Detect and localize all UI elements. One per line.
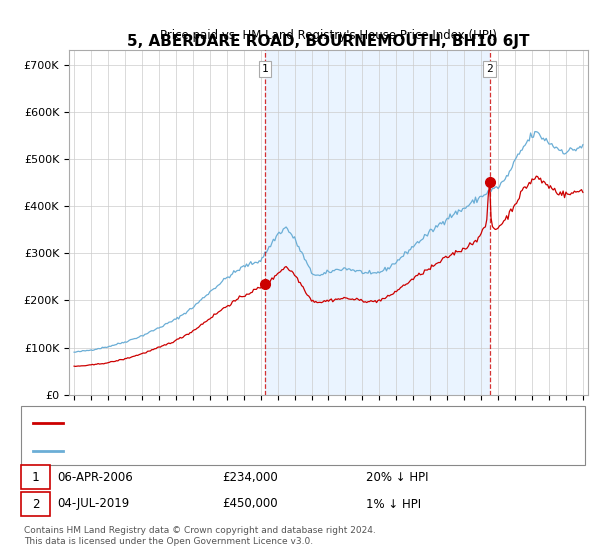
Text: 04-JUL-2019: 04-JUL-2019 bbox=[57, 497, 129, 511]
Text: Contains HM Land Registry data © Crown copyright and database right 2024.
This d: Contains HM Land Registry data © Crown c… bbox=[24, 526, 376, 546]
Text: Price paid vs. HM Land Registry's House Price Index (HPI): Price paid vs. HM Land Registry's House … bbox=[160, 29, 497, 42]
Text: £450,000: £450,000 bbox=[222, 497, 278, 511]
Text: 2: 2 bbox=[486, 64, 493, 74]
Title: 5, ABERDARE ROAD, BOURNEMOUTH, BH10 6JT: 5, ABERDARE ROAD, BOURNEMOUTH, BH10 6JT bbox=[127, 34, 530, 49]
Text: £234,000: £234,000 bbox=[222, 470, 278, 484]
Text: 2: 2 bbox=[32, 497, 39, 511]
Text: 06-APR-2006: 06-APR-2006 bbox=[57, 470, 133, 484]
Text: 1: 1 bbox=[32, 470, 39, 484]
Text: 1: 1 bbox=[262, 64, 269, 74]
Text: HPI: Average price, detached house, Bournemouth Christchurch and Poole: HPI: Average price, detached house, Bour… bbox=[69, 446, 484, 456]
Text: 20% ↓ HPI: 20% ↓ HPI bbox=[366, 470, 428, 484]
Bar bbox=[265, 50, 490, 395]
Text: 1% ↓ HPI: 1% ↓ HPI bbox=[366, 497, 421, 511]
Text: 5, ABERDARE ROAD, BOURNEMOUTH, BH10 6JT (detached house): 5, ABERDARE ROAD, BOURNEMOUTH, BH10 6JT … bbox=[69, 418, 435, 428]
